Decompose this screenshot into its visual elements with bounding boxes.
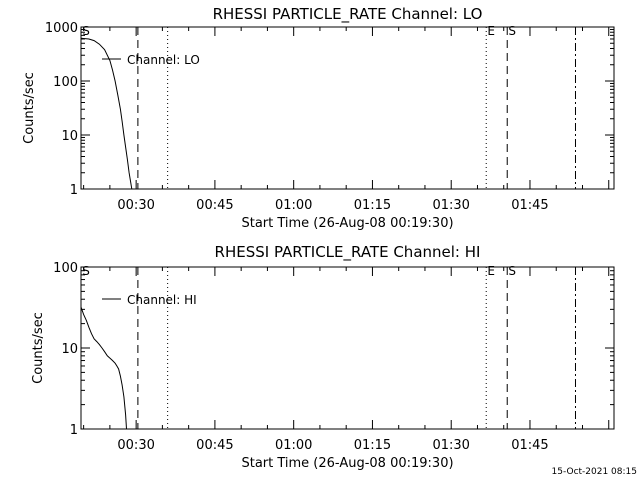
y-tick-label: 1000: [45, 21, 78, 36]
y-tick-label: 100: [53, 261, 78, 276]
legend-label: Channel: HI: [127, 293, 197, 307]
x-tick-label: 01:30: [432, 438, 469, 453]
x-tick-label: 00:30: [117, 198, 154, 213]
x-tick-label: 01:00: [275, 438, 312, 453]
x-tick-label: 00:45: [196, 438, 233, 453]
plot-frame: [80, 266, 615, 430]
event-marker-label: S: [82, 264, 90, 278]
x-tick-label: 01:15: [354, 198, 391, 213]
chart-title: RHESSI PARTICLE_RATE Channel: HI: [215, 243, 481, 262]
event-marker-label: E: [487, 264, 495, 278]
y-tick-label: 10: [61, 129, 78, 144]
x-tick-label: 01:45: [511, 198, 548, 213]
y-tick-label: 1: [70, 183, 78, 198]
x-tick-label: 00:45: [196, 198, 233, 213]
event-marker-label: S: [508, 24, 516, 38]
x-tick-label: 01:30: [432, 198, 469, 213]
chart-title: RHESSI PARTICLE_RATE Channel: LO: [213, 5, 483, 24]
y-tick-label: 10: [61, 342, 78, 357]
footer-timestamp: 15-Oct-2021 08:15: [552, 467, 637, 477]
x-tick-label: 01:00: [275, 198, 312, 213]
y-tick-label: 100: [53, 75, 78, 90]
y-tick-label: 1: [70, 423, 78, 438]
legend-label: Channel: LO: [127, 53, 200, 67]
x-tick-label: 00:30: [117, 438, 154, 453]
series-line-0: [80, 37, 133, 190]
x-axis-label: Start Time (26-Aug-08 00:19:30): [241, 456, 453, 471]
plot-frame: [80, 26, 615, 190]
x-tick-label: 01:15: [354, 438, 391, 453]
chart-panel-1: RHESSI PARTICLE_RATE Channel: HI 1 10 100 00…: [31, 243, 615, 471]
y-axis-label: Counts/sec: [22, 72, 37, 144]
y-axis-label: Counts/sec: [31, 312, 46, 384]
series-line-0: [80, 306, 127, 430]
event-marker-label: E: [487, 24, 495, 38]
chart-panel-0: RHESSI PARTICLE_RATE Channel: LO 1 10 100 10…: [22, 5, 615, 231]
x-axis-label: Start Time (26-Aug-08 00:19:30): [241, 216, 453, 231]
event-marker-label: S: [82, 24, 90, 38]
event-marker-label: S: [508, 264, 516, 278]
x-tick-label: 01:45: [511, 438, 548, 453]
